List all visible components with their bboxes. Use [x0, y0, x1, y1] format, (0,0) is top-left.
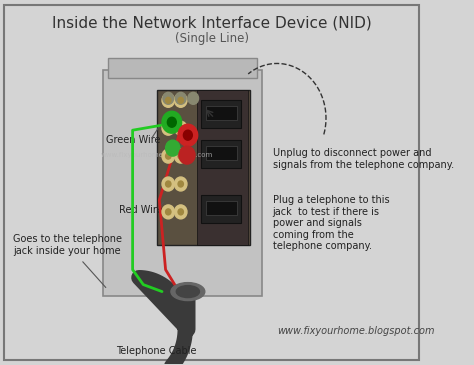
Circle shape [178, 124, 198, 146]
Text: Telephone Cable: Telephone Cable [117, 346, 197, 356]
Text: Red Wire: Red Wire [119, 205, 163, 215]
Bar [103, 70, 262, 296]
Bar [201, 100, 241, 128]
Circle shape [175, 92, 186, 104]
Circle shape [174, 149, 187, 163]
Circle shape [162, 177, 174, 191]
Ellipse shape [171, 283, 205, 300]
Circle shape [178, 209, 183, 215]
Bar [157, 91, 250, 245]
Circle shape [162, 121, 174, 135]
Bar [206, 201, 237, 215]
Text: (Single Line): (Single Line) [175, 32, 249, 45]
Bar [197, 91, 248, 245]
Circle shape [167, 117, 176, 127]
Circle shape [188, 92, 199, 104]
Text: Inside the Network Interface Device (NID): Inside the Network Interface Device (NID… [52, 15, 372, 30]
Circle shape [174, 177, 187, 191]
Circle shape [165, 97, 171, 103]
Circle shape [165, 181, 171, 187]
Text: Goes to the telephone
jack inside your home: Goes to the telephone jack inside your h… [13, 234, 122, 255]
Bar [206, 106, 237, 120]
Bar [206, 146, 237, 160]
Circle shape [165, 125, 171, 131]
Circle shape [178, 125, 183, 131]
Circle shape [178, 181, 183, 187]
Circle shape [165, 209, 171, 215]
Text: Green Wire: Green Wire [106, 135, 160, 145]
Circle shape [165, 153, 171, 159]
Bar [108, 58, 257, 78]
Circle shape [178, 153, 183, 159]
Circle shape [162, 111, 182, 133]
Bar [201, 140, 241, 168]
Circle shape [179, 146, 195, 164]
Circle shape [162, 205, 174, 219]
Text: www.fixyourhome.blogspot.com: www.fixyourhome.blogspot.com [100, 152, 213, 158]
Circle shape [174, 93, 187, 107]
Ellipse shape [176, 285, 200, 297]
Circle shape [163, 92, 173, 104]
Circle shape [183, 130, 192, 140]
Bar [201, 195, 241, 223]
Circle shape [165, 140, 180, 156]
Text: Plug a telephone to this
jack  to test if there is
power and signals
coming from: Plug a telephone to this jack to test if… [273, 195, 389, 251]
Circle shape [162, 149, 174, 163]
Text: Unplug to disconnect power and
signals from the telephone company.: Unplug to disconnect power and signals f… [273, 148, 454, 170]
Circle shape [178, 97, 183, 103]
Text: www.fixyourhome.blogspot.com: www.fixyourhome.blogspot.com [277, 326, 435, 337]
Circle shape [162, 93, 174, 107]
Circle shape [174, 205, 187, 219]
Circle shape [174, 121, 187, 135]
